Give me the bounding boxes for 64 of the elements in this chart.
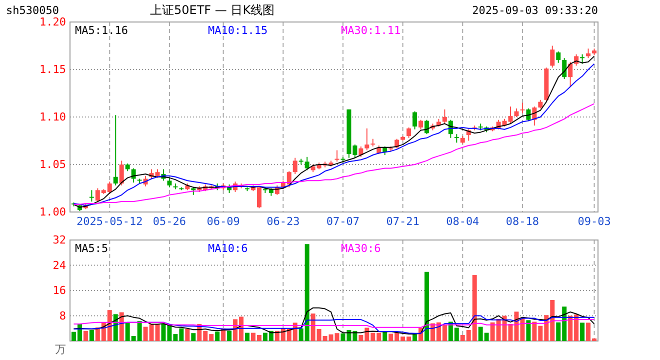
- candlestick: [406, 126, 412, 138]
- candlestick: [556, 50, 561, 64]
- text: MA5:5: [75, 242, 108, 255]
- candlestick: [167, 177, 172, 188]
- y-axis-title: 万: [55, 343, 66, 356]
- text: MA10:6: [208, 242, 248, 255]
- text: MA30:1.11: [341, 24, 401, 37]
- candlestick: [418, 119, 423, 130]
- y-tick-label: 24: [52, 258, 66, 272]
- x-tick-label: 2025-05-12: [76, 214, 143, 228]
- x-tick-label: 05-26: [152, 214, 186, 228]
- candlestick: [412, 110, 418, 130]
- candlestick: [580, 54, 585, 64]
- bar: [191, 333, 196, 341]
- y-tick-label: 32: [52, 234, 66, 247]
- y-tick-label: 8: [59, 309, 66, 322]
- y-tick-label: 16: [52, 284, 66, 298]
- y-tick-label: 1.20: [40, 16, 66, 29]
- bar: [185, 329, 190, 341]
- candlestick: [520, 102, 525, 114]
- line-series: [73, 103, 595, 205]
- candlestick: [292, 157, 298, 174]
- text: MA30:6: [341, 242, 381, 255]
- candlestick: [113, 114, 118, 186]
- line-series: [73, 315, 595, 334]
- candlestick: [550, 45, 555, 68]
- bar: [526, 320, 531, 341]
- x-tick-label: 07-07: [326, 214, 360, 228]
- y-tick-label: 1.05: [40, 158, 66, 172]
- chart-title: 上证50ETF — 日K线图: [150, 3, 275, 17]
- y-tick-label: 1.00: [40, 206, 66, 219]
- line-series: [73, 319, 595, 328]
- y-tick-label: 1.15: [40, 63, 66, 76]
- candlestick: [358, 146, 364, 158]
- line-series: [73, 307, 595, 335]
- candlestick: [526, 108, 531, 122]
- text: 2025-09-03 09:33:20: [472, 4, 598, 17]
- x-tick-label: 09-03: [578, 214, 611, 228]
- bar: [382, 332, 388, 341]
- candlestick: [562, 58, 567, 80]
- y-tick-label: 1.10: [40, 110, 66, 124]
- bar: [424, 272, 429, 341]
- candlestick: [304, 156, 310, 171]
- x-tick-label: 07-21: [386, 214, 420, 228]
- x-tick-label: 06-09: [206, 214, 240, 228]
- bar: [412, 334, 418, 341]
- text: MA5:1.16: [75, 24, 128, 37]
- candlestick: [364, 128, 370, 151]
- x-tick-label: 06-23: [266, 214, 300, 228]
- bar: [83, 330, 88, 341]
- candlestick: [334, 150, 340, 162]
- bar: [227, 330, 232, 341]
- text: MA10:1.15: [208, 24, 268, 37]
- bar: [215, 332, 220, 341]
- candlestick: [442, 108, 447, 124]
- text: sh530050: [6, 4, 59, 17]
- candlestick: [119, 160, 124, 186]
- x-tick-label: 08-18: [506, 214, 540, 228]
- candlestick: [568, 61, 573, 88]
- bar: [580, 322, 585, 341]
- x-tick-label: 08-04: [446, 214, 480, 228]
- bar: [245, 332, 250, 341]
- bar: [89, 330, 94, 341]
- candlestick: [89, 190, 94, 202]
